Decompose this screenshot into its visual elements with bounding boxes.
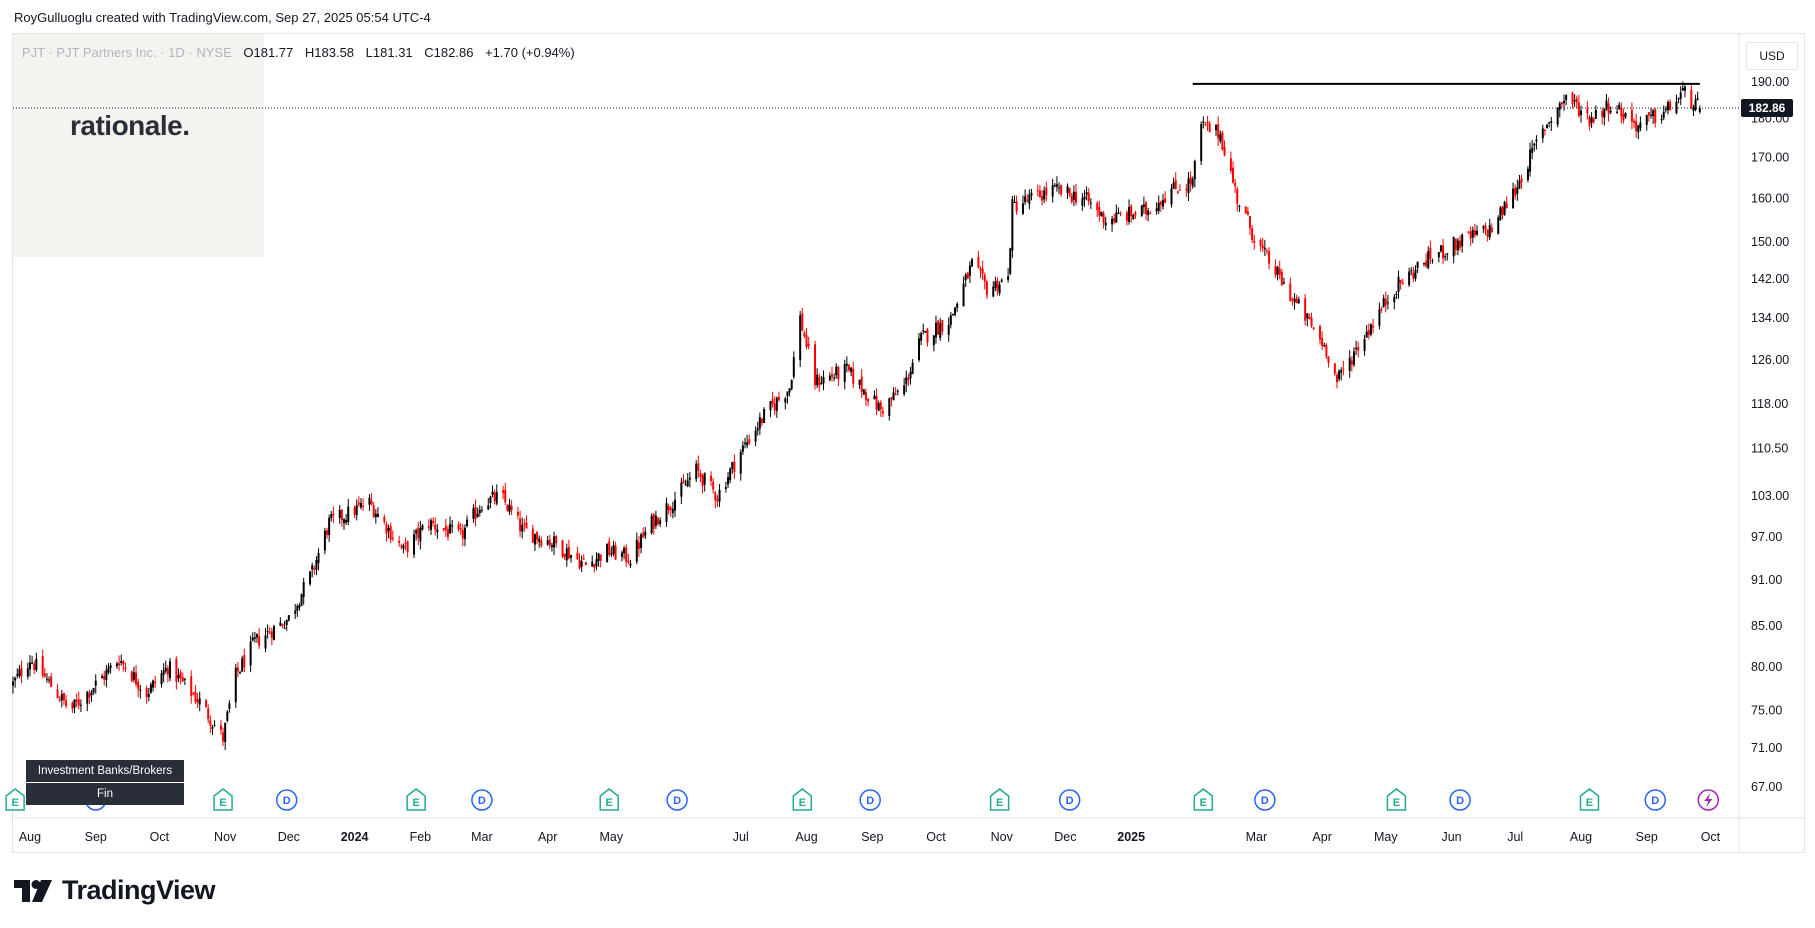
ohlc-legend: PJT · PJT Partners Inc. · 1D · NYSE O181… bbox=[22, 45, 575, 60]
close-value: C182.86 bbox=[424, 45, 474, 60]
attribution-text: RoyGulluoglu created with TradingView.co… bbox=[14, 10, 431, 25]
change-value: +1.70 (+0.94%) bbox=[485, 45, 575, 60]
high-value: H183.58 bbox=[304, 45, 355, 60]
low-value: L181.31 bbox=[365, 45, 413, 60]
industry-tag[interactable]: Fin bbox=[26, 783, 184, 805]
currency-button[interactable]: USD bbox=[1746, 42, 1798, 70]
tradingview-mark-icon bbox=[14, 879, 52, 902]
chart-frame bbox=[12, 33, 1805, 853]
tradingview-logo: TradingView bbox=[14, 875, 216, 906]
symbol-info: PJT · PJT Partners Inc. · 1D · NYSE bbox=[22, 45, 232, 60]
sector-tag[interactable]: Investment Banks/Brokers bbox=[26, 760, 184, 782]
open-value: O181.77 bbox=[243, 45, 294, 60]
tradingview-wordmark: TradingView bbox=[62, 875, 216, 905]
rationale-logo: rationale. bbox=[70, 110, 190, 141]
watermark-panel bbox=[13, 34, 264, 257]
